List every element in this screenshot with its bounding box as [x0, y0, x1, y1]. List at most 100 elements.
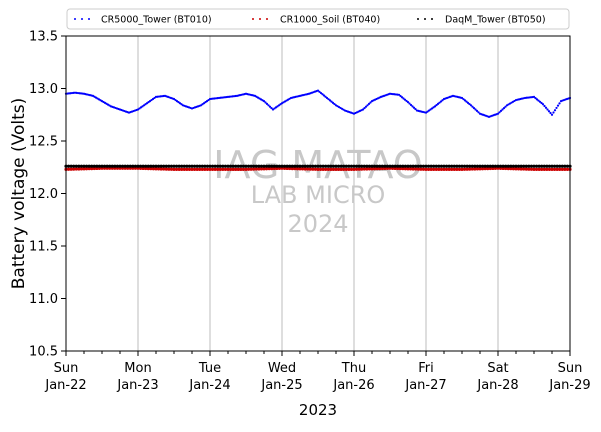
- data-point: [151, 164, 156, 168]
- data-point: [452, 164, 456, 168]
- data-point: [313, 164, 318, 168]
- data-point: [327, 98, 330, 101]
- data-point: [411, 105, 414, 108]
- data-point: [360, 167, 364, 171]
- data-point: [409, 103, 413, 107]
- data-point: [326, 167, 330, 171]
- data-point: [342, 164, 346, 168]
- data-point: [97, 164, 102, 168]
- data-point: [432, 164, 436, 168]
- data-point: [478, 167, 482, 171]
- data-point: [504, 164, 508, 168]
- data-point: [553, 109, 557, 112]
- data-point: [360, 164, 364, 168]
- data-point: [411, 164, 415, 168]
- data-point: [169, 164, 174, 168]
- data-point: [123, 164, 127, 168]
- x-tick-label-day: Wed: [268, 361, 296, 376]
- data-point: [154, 164, 158, 168]
- data-point: [325, 96, 329, 100]
- x-grid: [137, 36, 499, 351]
- data-point: [550, 164, 554, 168]
- data-point: [419, 167, 423, 171]
- data-point: [514, 164, 518, 168]
- data-point: [437, 167, 441, 171]
- data-point: [210, 164, 215, 168]
- data-point: [438, 101, 441, 104]
- data-point: [210, 167, 215, 171]
- data-point: [298, 167, 302, 171]
- data-point: [246, 164, 251, 168]
- data-point: [244, 164, 248, 168]
- data-point: [552, 167, 557, 171]
- data-point: [213, 167, 217, 171]
- data-point: [555, 167, 559, 171]
- data-point: [295, 164, 300, 168]
- x-tick-label-date: Jan-27: [404, 378, 446, 393]
- data-point: [396, 166, 400, 171]
- data-point: [560, 167, 564, 171]
- data-point: [378, 164, 382, 168]
- data-point: [516, 167, 521, 171]
- data-point: [504, 166, 508, 171]
- data-point: [172, 167, 176, 171]
- data-point: [565, 164, 570, 168]
- data-point: [402, 97, 405, 100]
- data-point: [439, 164, 444, 168]
- data-point: [433, 105, 437, 108]
- data-point: [329, 167, 333, 171]
- data-point: [177, 167, 181, 171]
- data-point: [416, 167, 420, 171]
- data-point: [435, 104, 438, 107]
- series-1: [64, 89, 572, 118]
- data-point: [185, 164, 189, 168]
- data-point: [336, 164, 341, 168]
- data-point: [550, 113, 554, 116]
- legend-marker: [266, 18, 268, 20]
- data-point: [126, 164, 130, 168]
- data-point: [545, 167, 549, 171]
- data-point: [318, 167, 323, 171]
- data-point: [452, 167, 456, 171]
- data-point: [516, 164, 521, 168]
- data-point: [306, 164, 310, 168]
- data-point: [466, 101, 470, 104]
- watermark: IAG MATAO LAB MICRO 2024: [213, 143, 422, 238]
- data-point: [352, 164, 356, 168]
- data-point: [477, 111, 480, 114]
- data-point: [331, 167, 336, 171]
- data-point: [488, 166, 492, 171]
- data-point: [300, 167, 305, 171]
- data-point: [475, 167, 480, 171]
- data-point: [369, 101, 372, 104]
- data-point: [475, 109, 479, 112]
- data-point: [393, 164, 397, 168]
- data-point: [480, 164, 485, 168]
- x-tick-label-date: Jan-24: [188, 378, 230, 393]
- data-point: [102, 164, 107, 168]
- x-tick-label-date: Jan-28: [476, 378, 518, 393]
- data-point: [144, 164, 148, 168]
- data-point: [405, 99, 408, 103]
- data-point: [365, 167, 369, 171]
- data-point: [293, 167, 297, 171]
- watermark-line-2: LAB MICRO: [251, 181, 386, 209]
- data-point: [529, 167, 534, 171]
- series-layer: [64, 89, 572, 171]
- x-tick-label-date: Jan-22: [44, 378, 86, 393]
- data-point: [534, 97, 537, 100]
- data-point: [105, 164, 109, 168]
- data-point: [205, 164, 210, 168]
- data-point: [496, 112, 500, 115]
- data-point: [460, 164, 464, 168]
- data-point: [192, 167, 197, 171]
- legend-entry: CR1000_Soil (BT040): [252, 15, 380, 26]
- data-point: [540, 164, 544, 168]
- data-point: [95, 166, 99, 171]
- data-point: [324, 164, 328, 168]
- data-point: [264, 164, 269, 168]
- data-point: [408, 102, 411, 105]
- data-point: [462, 167, 467, 171]
- data-point: [347, 164, 351, 168]
